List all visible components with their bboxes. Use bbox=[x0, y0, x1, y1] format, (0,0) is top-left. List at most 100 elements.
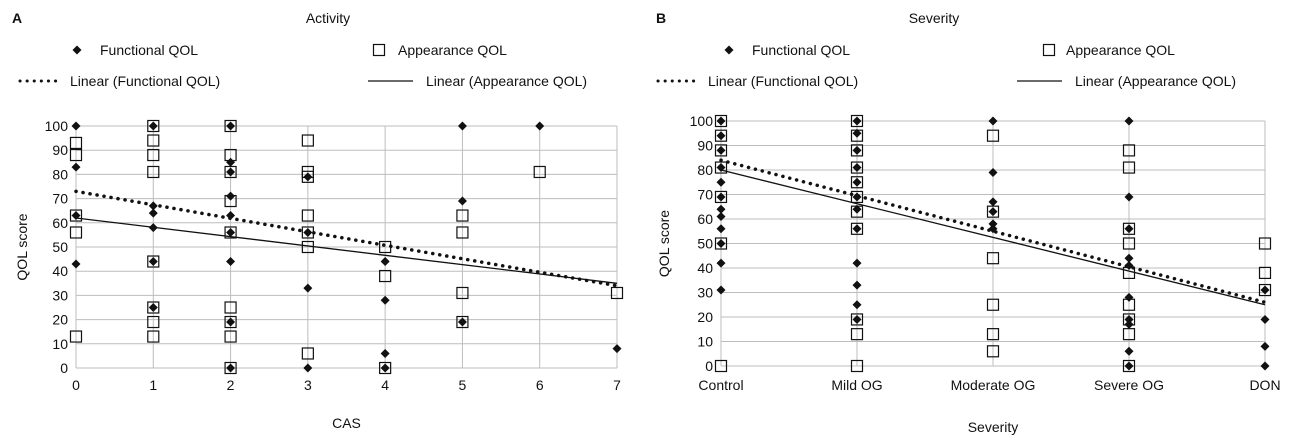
functional-point bbox=[716, 177, 726, 187]
functional-point bbox=[457, 317, 467, 327]
legend-label-appearance: Appearance QOL bbox=[1066, 42, 1175, 58]
functional-point bbox=[303, 363, 313, 373]
appearance-point bbox=[714, 144, 728, 157]
appearance-point bbox=[850, 114, 864, 128]
appearance-point bbox=[456, 286, 469, 300]
y-tick-label: 60 bbox=[697, 211, 713, 227]
trend-line-functional bbox=[719, 158, 1267, 305]
trend-line-functional bbox=[74, 189, 619, 288]
y-tick-label: 90 bbox=[52, 142, 68, 158]
functional-point bbox=[226, 363, 236, 373]
functional-point bbox=[1124, 314, 1134, 324]
appearance-point bbox=[986, 298, 1000, 311]
appearance-point bbox=[379, 361, 392, 375]
functional-point bbox=[716, 224, 726, 234]
functional-point bbox=[148, 201, 158, 211]
y-axis-label: QOL score bbox=[14, 213, 30, 280]
functional-point bbox=[1124, 346, 1134, 356]
appearance-point bbox=[1122, 161, 1136, 174]
y-tick-label: 20 bbox=[52, 312, 68, 328]
functional-point bbox=[71, 259, 81, 269]
appearance-point bbox=[69, 330, 83, 343]
appearance-point bbox=[850, 190, 864, 204]
appearance-point bbox=[986, 328, 1000, 341]
functional-point bbox=[148, 121, 158, 131]
appearance-point bbox=[1258, 283, 1272, 297]
functional-point bbox=[988, 116, 998, 126]
panel-label: A bbox=[12, 10, 22, 26]
x-tick-label: 3 bbox=[304, 377, 312, 393]
functional-point bbox=[988, 197, 998, 207]
functional-point bbox=[852, 280, 862, 290]
functional-point bbox=[988, 207, 998, 217]
appearance-point bbox=[714, 359, 728, 373]
chart-title: Severity bbox=[909, 10, 960, 26]
appearance-point bbox=[224, 301, 237, 314]
functional-point bbox=[1124, 224, 1134, 234]
functional-point bbox=[716, 285, 726, 295]
appearance-point bbox=[224, 119, 237, 133]
functional-point bbox=[1124, 116, 1134, 126]
appearance-point bbox=[379, 240, 392, 254]
functional-point bbox=[988, 224, 998, 234]
series-functional bbox=[71, 121, 622, 373]
appearance-point bbox=[533, 165, 546, 179]
x-tick-label: 7 bbox=[613, 377, 621, 393]
appearance-point bbox=[147, 330, 160, 343]
appearance-point bbox=[379, 269, 392, 283]
functional-point bbox=[1260, 314, 1270, 324]
functional-point bbox=[457, 121, 467, 131]
appearance-point bbox=[224, 315, 237, 329]
appearance-point bbox=[850, 144, 864, 157]
x-tick-label: DON bbox=[1249, 377, 1280, 393]
appearance-point bbox=[69, 226, 83, 239]
y-tick-label: 40 bbox=[52, 263, 68, 279]
functional-point bbox=[1124, 292, 1134, 302]
appearance-point bbox=[224, 226, 237, 239]
functional-point bbox=[226, 167, 236, 177]
appearance-point bbox=[714, 237, 728, 250]
appearance-point bbox=[714, 129, 728, 142]
legend-label-appearance: Appearance QOL bbox=[398, 42, 507, 58]
functional-point bbox=[716, 204, 726, 214]
functional-point bbox=[852, 204, 862, 214]
legend: Functional QOL Appearance QOL Linear (Func… bbox=[656, 42, 1236, 89]
appearance-point bbox=[147, 119, 160, 133]
functional-point bbox=[716, 116, 726, 126]
legend-label-linear-functional: Linear (Functional QOL) bbox=[708, 73, 858, 89]
y-tick-label: 40 bbox=[697, 260, 713, 276]
x-tick-label: Control bbox=[698, 377, 743, 393]
functional-point bbox=[612, 344, 622, 354]
functional-point bbox=[148, 257, 158, 267]
x-tick-label: 5 bbox=[459, 377, 467, 393]
x-axis-label: Severity bbox=[968, 419, 1019, 435]
functional-point bbox=[852, 177, 862, 187]
functional-point bbox=[226, 121, 236, 131]
y-axis-label: QOL score bbox=[656, 210, 672, 277]
series-appearance bbox=[714, 114, 1272, 373]
y-tick-label: 100 bbox=[45, 118, 69, 134]
appearance-point bbox=[986, 345, 1000, 358]
legend-label-linear-appearance: Linear (Appearance QOL) bbox=[426, 73, 587, 89]
appearance-point bbox=[850, 161, 864, 174]
appearance-point bbox=[850, 359, 864, 373]
appearance-point bbox=[714, 190, 728, 204]
legend-label-linear-functional: Linear (Functional QOL) bbox=[70, 73, 220, 89]
functional-point bbox=[716, 163, 726, 173]
functional-point bbox=[852, 163, 862, 173]
chart-panel-a: A Activity Functional QOL Appearance QOL Lin… bbox=[12, 10, 624, 431]
appearance-point bbox=[301, 226, 314, 239]
functional-point bbox=[852, 258, 862, 268]
appearance-point bbox=[850, 313, 864, 326]
functional-point bbox=[226, 191, 236, 201]
y-tick-label: 70 bbox=[697, 187, 713, 203]
functional-point bbox=[852, 314, 862, 324]
y-tick-label: 30 bbox=[52, 287, 68, 303]
functional-point bbox=[1260, 341, 1270, 351]
y-tick-label: 90 bbox=[697, 138, 713, 154]
functional-point bbox=[148, 303, 158, 312]
chart-title: Activity bbox=[306, 10, 350, 26]
x-tick-label: Mild OG bbox=[831, 377, 882, 393]
appearance-point bbox=[610, 286, 624, 300]
functional-point bbox=[71, 121, 81, 131]
